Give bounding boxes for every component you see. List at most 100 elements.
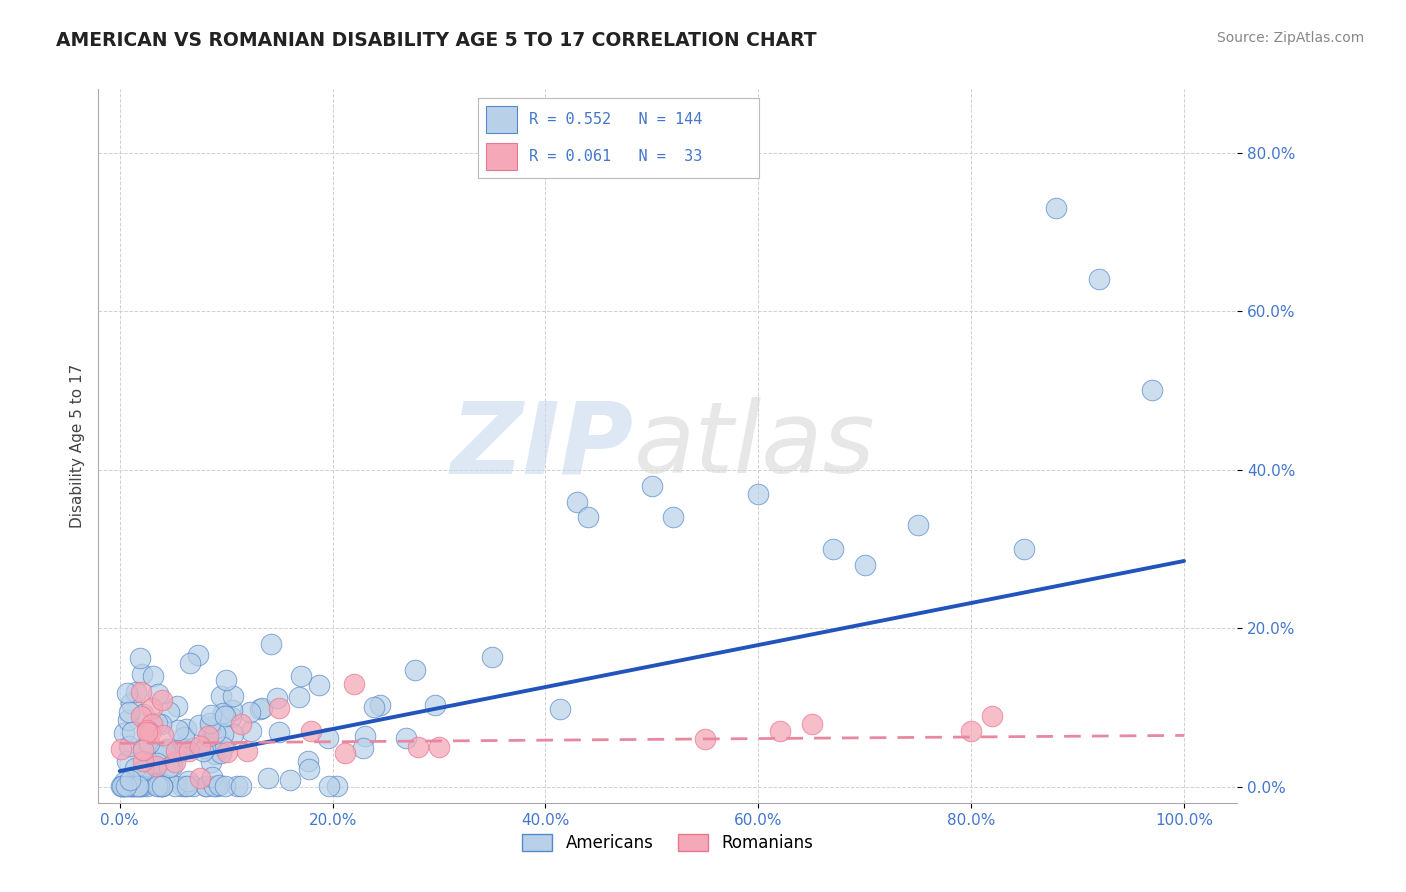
Point <box>853 558 876 572</box>
Point <box>662 510 685 524</box>
Point <box>172 779 194 793</box>
Point <box>157 760 180 774</box>
Point <box>395 731 418 745</box>
Point <box>122 779 145 793</box>
Point <box>907 518 929 533</box>
Point <box>125 779 148 793</box>
Point <box>215 673 238 688</box>
Point <box>131 779 153 793</box>
Point <box>693 732 716 747</box>
Point <box>205 779 228 793</box>
Point <box>118 773 141 788</box>
Point <box>200 770 222 784</box>
Point <box>226 779 249 793</box>
Point <box>152 728 174 742</box>
Point <box>148 779 170 793</box>
Point <box>117 779 139 793</box>
Bar <box>486 143 517 170</box>
Point <box>249 702 271 716</box>
Point <box>176 779 198 793</box>
Point <box>138 726 160 740</box>
Point <box>260 637 283 651</box>
Point <box>156 742 179 756</box>
Point <box>195 779 218 793</box>
Point <box>145 776 167 790</box>
Point <box>211 726 233 740</box>
Point <box>146 687 169 701</box>
Point <box>128 778 150 792</box>
Point <box>198 715 221 730</box>
Point <box>800 716 823 731</box>
Point <box>117 713 139 727</box>
Point <box>145 759 167 773</box>
Point <box>187 648 209 662</box>
Point <box>231 717 253 731</box>
Point <box>131 667 153 681</box>
Point <box>214 708 236 723</box>
Point <box>209 689 232 703</box>
Point <box>204 747 226 762</box>
Point <box>1014 542 1036 557</box>
Point <box>208 778 231 792</box>
Point <box>188 718 211 732</box>
Point <box>197 729 219 743</box>
Point <box>343 677 366 691</box>
Y-axis label: Disability Age 5 to 17: Disability Age 5 to 17 <box>69 364 84 528</box>
Point <box>112 779 135 793</box>
Point <box>139 756 162 770</box>
Point <box>132 707 155 722</box>
Point <box>165 744 187 758</box>
Point <box>131 743 153 757</box>
Point <box>363 699 385 714</box>
Bar <box>486 106 517 134</box>
Point <box>115 686 138 700</box>
Point <box>1140 384 1163 398</box>
Point <box>1088 272 1111 286</box>
Point <box>423 698 446 713</box>
Point <box>406 740 429 755</box>
Point <box>152 772 174 786</box>
Point <box>217 745 239 759</box>
Point <box>124 760 146 774</box>
Point <box>219 710 242 724</box>
Point <box>112 779 135 793</box>
Point <box>128 651 150 665</box>
Point <box>641 478 664 492</box>
Point <box>136 768 159 782</box>
Point <box>115 754 138 768</box>
Point <box>297 755 319 769</box>
Point <box>209 746 232 760</box>
Point <box>132 754 155 768</box>
Point <box>135 723 157 737</box>
Point <box>124 779 146 793</box>
Point <box>183 740 205 755</box>
Point <box>278 773 301 788</box>
Point <box>326 779 349 793</box>
Point <box>548 702 571 716</box>
Point <box>138 736 160 750</box>
Point <box>165 779 187 793</box>
Legend: Americans, Romanians: Americans, Romanians <box>516 827 820 859</box>
Point <box>298 762 321 776</box>
Point <box>269 700 291 714</box>
Point <box>146 779 169 793</box>
Point <box>150 779 173 793</box>
Point <box>202 779 225 793</box>
Point <box>222 689 245 703</box>
Point <box>207 731 229 746</box>
Text: R = 0.552   N = 144: R = 0.552 N = 144 <box>529 112 702 128</box>
Point <box>150 779 173 793</box>
Point <box>118 739 141 754</box>
Point <box>368 698 391 712</box>
Point <box>121 724 143 739</box>
Text: Source: ZipAtlas.com: Source: ZipAtlas.com <box>1216 31 1364 45</box>
Point <box>129 779 152 793</box>
Point <box>188 771 211 785</box>
Point <box>354 729 377 743</box>
Point <box>981 708 1004 723</box>
Point <box>142 669 165 683</box>
Point <box>121 779 143 793</box>
Point <box>167 745 190 759</box>
Point <box>960 724 983 739</box>
Point <box>153 743 176 757</box>
